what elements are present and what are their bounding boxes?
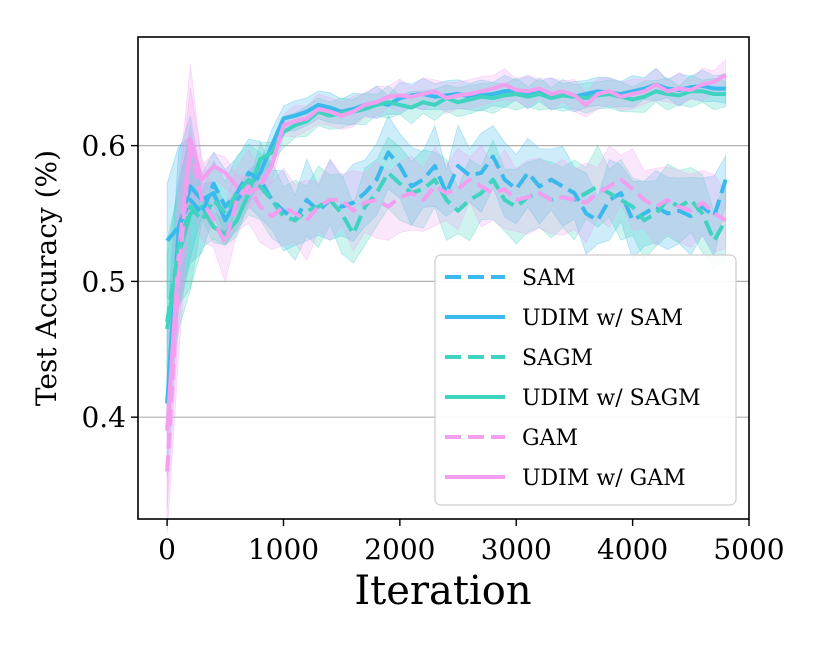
line-udim-w-sam	[165, 82, 726, 404]
legend-box	[434, 254, 737, 506]
tick-layer: 0.4 0.5 0.6 0 1000 2000 3000 4000 5000	[81, 130, 784, 566]
legend-label: UDIM w/ GAM	[522, 466, 686, 491]
band-sam	[166, 114, 727, 310]
x-tick-label: 0	[158, 533, 176, 566]
y-tick-label: 0.6	[81, 130, 126, 163]
x-tick-label: 1000	[248, 533, 319, 566]
y-tick-label: 0.5	[81, 265, 126, 298]
plot-frame	[137, 36, 750, 520]
y-tick-label: 0.4	[81, 401, 126, 434]
legend-label: SAM	[522, 266, 576, 291]
line-gam	[165, 143, 727, 472]
x-axis-label: Iteration	[354, 568, 531, 614]
legend-label: UDIM w/ SAGM	[522, 386, 701, 411]
band-udim-w-sam	[166, 67, 727, 479]
legend: SAM UDIM w/ SAM SAGM UDIM w/ SAGM GAM UDIM w/…	[434, 254, 737, 506]
band-udim-w-gam	[166, 58, 727, 510]
x-tick-label: 3000	[481, 533, 552, 566]
legend-label: GAM	[522, 426, 578, 451]
y-axis-label: Test Accuracy (%)	[30, 150, 63, 406]
legend-label: UDIM w/ SAM	[522, 306, 683, 331]
line-layer	[165, 73, 728, 472]
x-tick-label: 2000	[364, 533, 435, 566]
line-sagm	[165, 170, 728, 323]
band-udim-w-sagm	[166, 74, 727, 401]
x-tick-label: 5000	[713, 533, 784, 566]
x-tick-label: 4000	[597, 533, 668, 566]
legend-label: SAGM	[522, 346, 593, 371]
